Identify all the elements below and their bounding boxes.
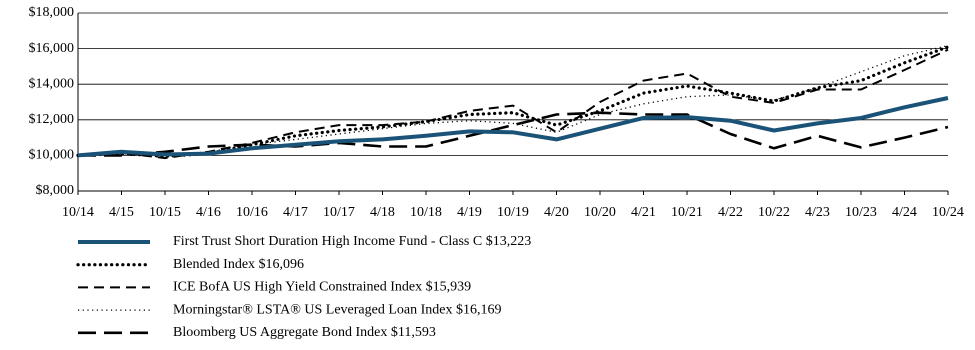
x-tick-label: 10/16 — [236, 205, 268, 220]
series-line — [78, 111, 949, 157]
x-tick-label: 10/24 — [932, 205, 964, 220]
x-tick-label: 10/17 — [323, 205, 355, 220]
series-line — [76, 45, 950, 158]
x-tick-label: 4/15 — [109, 205, 134, 220]
x-tick-label: 4/18 — [370, 205, 395, 220]
legend-label: Morningstar® LSTA® US Leveraged Loan Ind… — [173, 302, 501, 317]
x-tick-label: 10/15 — [149, 205, 181, 220]
x-tick-label: 4/24 — [892, 205, 917, 220]
x-tick-label: 10/14 — [62, 205, 94, 220]
legend-label: Bloomberg US Aggregate Bond Index $11,59… — [173, 325, 436, 340]
x-tick-label: 4/20 — [544, 205, 569, 220]
series-line — [77, 96, 949, 158]
x-tick-label: 10/19 — [497, 205, 529, 220]
y-tick-label: $14,000 — [29, 76, 75, 91]
y-tick-label: $18,000 — [29, 5, 75, 20]
y-tick-label: $12,000 — [29, 112, 75, 127]
x-tick-label: 10/18 — [410, 205, 442, 220]
y-tick-label: $10,000 — [29, 148, 75, 163]
x-tick-label: 10/22 — [758, 205, 790, 220]
x-tick-label: 4/22 — [718, 205, 743, 220]
y-tick-label: $8,000 — [36, 183, 75, 198]
x-tick-label: 4/17 — [283, 205, 308, 220]
x-tick-label: 10/21 — [671, 205, 703, 220]
x-tick-label: 10/20 — [584, 205, 616, 220]
x-tick-label: 4/16 — [196, 205, 221, 220]
x-tick-label: 10/23 — [845, 205, 877, 220]
legend-label: First Trust Short Duration High Income F… — [173, 234, 531, 249]
series-line — [77, 48, 949, 160]
legend-label: Blended Index $16,096 — [173, 257, 304, 272]
y-tick-label: $16,000 — [29, 41, 75, 56]
x-tick-label: 4/21 — [631, 205, 656, 220]
x-tick-label: 4/23 — [805, 205, 830, 220]
x-tick-label: 4/19 — [457, 205, 482, 220]
legend-label: ICE BofA US High Yield Constrained Index… — [173, 280, 471, 295]
series-line — [77, 44, 949, 157]
